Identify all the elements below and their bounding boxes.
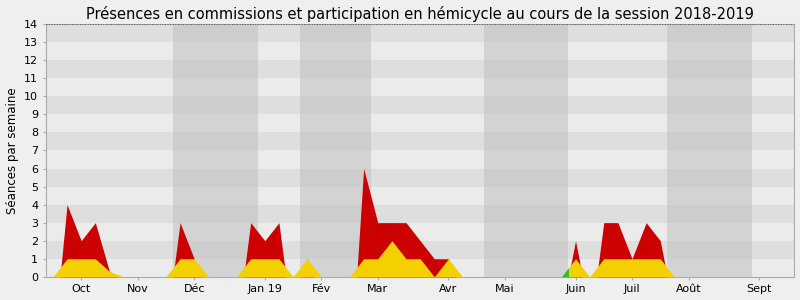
Bar — [46, 205, 794, 223]
Bar — [46, 223, 794, 241]
Bar — [667, 24, 752, 277]
Bar — [46, 60, 794, 78]
Bar — [484, 24, 569, 277]
Bar — [46, 151, 794, 169]
Bar — [46, 187, 794, 205]
Title: Présences en commissions et participation en hémicycle au cours de la session 20: Présences en commissions et participatio… — [86, 6, 754, 22]
Bar — [46, 42, 794, 60]
Y-axis label: Séances par semaine: Séances par semaine — [6, 87, 18, 214]
Bar — [46, 96, 794, 114]
Bar — [173, 24, 258, 277]
Bar — [46, 78, 794, 96]
Bar — [46, 241, 794, 259]
Bar — [46, 259, 794, 277]
Bar — [46, 132, 794, 151]
Bar — [46, 24, 794, 42]
Bar — [300, 24, 370, 277]
Bar — [46, 114, 794, 132]
Bar — [46, 169, 794, 187]
